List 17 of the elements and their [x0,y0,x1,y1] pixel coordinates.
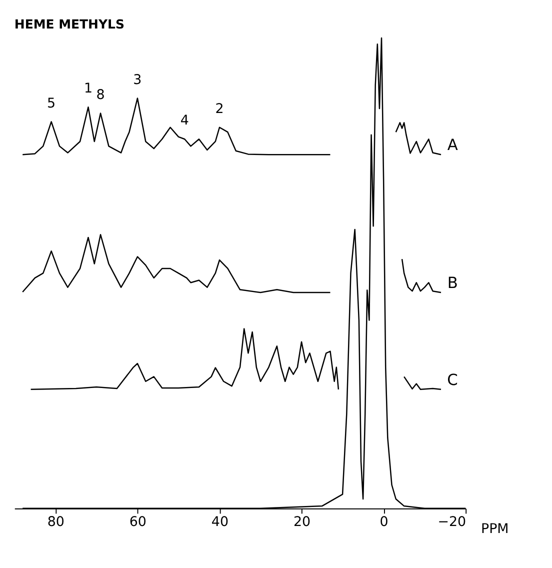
x-tick-label: 0 [380,515,388,530]
series-label: C [447,370,458,389]
annotation: 5 [47,96,56,112]
x-tick-label: 40 [211,515,229,530]
x-tick-label: 80 [47,515,64,530]
series-label: A [447,136,458,154]
x-tick-label: −20 [438,515,466,530]
x-axis-title: PPM [480,522,509,537]
annotation: 1 [84,82,93,97]
annotation: 4 [180,114,189,129]
x-tick-label: 20 [293,515,311,530]
annotation: 2 [215,102,224,117]
annotation: 3 [133,72,142,88]
chart-title: HEME METHYLS [14,16,124,32]
annotation: 8 [96,88,105,103]
x-tick-label: 60 [129,515,146,530]
series-label: B [447,274,458,292]
